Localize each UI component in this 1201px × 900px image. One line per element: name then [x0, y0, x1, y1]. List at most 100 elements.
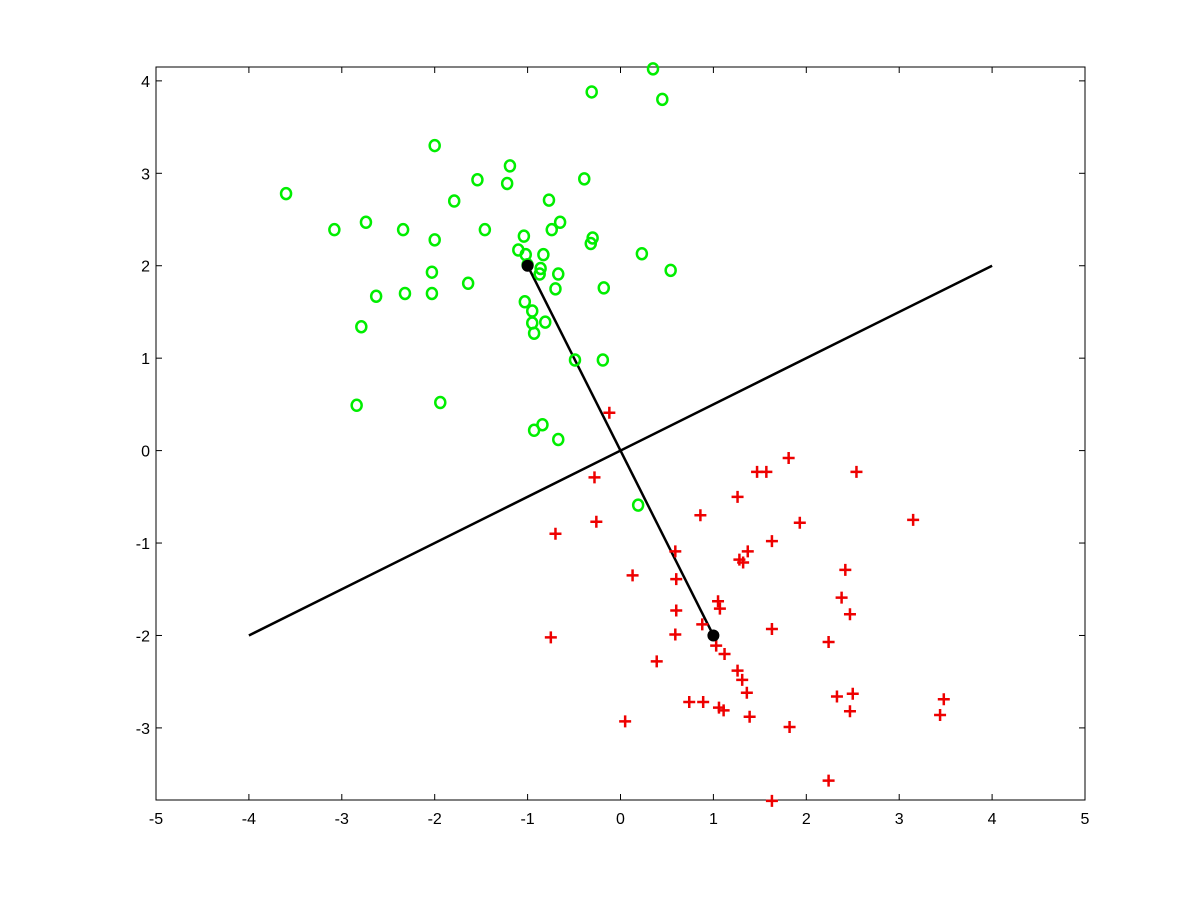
x-tick-label: -4 — [242, 811, 256, 828]
plus-point — [835, 591, 848, 604]
x-tick-label: 0 — [616, 811, 625, 828]
y-tick-label: -1 — [136, 536, 150, 553]
plus-point — [718, 647, 731, 660]
plus-point — [696, 618, 709, 631]
plus-point — [822, 774, 835, 787]
y-tick-label: 1 — [141, 351, 150, 368]
x-tick-label: 1 — [709, 811, 718, 828]
plus-point — [782, 451, 795, 464]
plus-point — [850, 465, 863, 478]
circle-point — [533, 267, 546, 281]
circle-point — [434, 395, 447, 410]
plus-point — [619, 715, 632, 728]
x-tick-label: -2 — [428, 811, 442, 828]
circle-point — [279, 186, 293, 201]
circle-point — [553, 215, 567, 230]
plus-point — [710, 639, 723, 652]
plus-point — [712, 595, 725, 608]
circle-point — [527, 423, 541, 438]
plus-point — [765, 794, 778, 807]
plus-point — [731, 490, 744, 503]
plus-point — [544, 631, 557, 644]
circle-point — [447, 194, 461, 208]
circle-point — [664, 263, 677, 278]
circle-point — [518, 295, 532, 309]
plus-point — [590, 515, 603, 528]
plus-point — [731, 664, 744, 677]
y-tick-label: 4 — [141, 74, 150, 91]
y-tick-label: -2 — [136, 628, 150, 645]
plus-point — [830, 690, 843, 703]
reference-line — [526, 265, 715, 637]
circle-point — [534, 261, 547, 276]
circle-point — [552, 432, 565, 447]
circle-point — [471, 173, 484, 187]
circle-point — [539, 315, 552, 329]
circle-point — [597, 281, 611, 295]
x-tick-label: 2 — [802, 811, 811, 828]
circle-point — [425, 286, 439, 301]
circle-point — [549, 282, 562, 296]
circle-point — [545, 222, 559, 237]
circle-point — [635, 246, 649, 261]
y-tick-label: 0 — [141, 444, 150, 461]
plus-point — [765, 535, 778, 548]
circle-point — [478, 222, 492, 237]
plus-point — [736, 673, 749, 686]
plus-point — [839, 563, 852, 576]
circle-point — [359, 215, 373, 230]
circle-point — [585, 85, 598, 99]
circle-point — [542, 193, 556, 207]
plus-point — [783, 720, 796, 733]
green-circle-series — [279, 62, 677, 512]
plus-point — [669, 545, 682, 558]
plus-point — [670, 573, 683, 586]
plus-point — [846, 687, 859, 700]
y-tick-label: 2 — [141, 259, 150, 276]
plus-point — [843, 608, 856, 621]
circle-point — [568, 353, 582, 367]
plus-point — [765, 622, 778, 635]
plus-point — [603, 406, 616, 419]
circle-point — [517, 229, 531, 243]
circle-point — [500, 176, 514, 191]
circle-point — [425, 265, 439, 279]
x-tick-label: 3 — [895, 811, 904, 828]
circle-point — [527, 326, 541, 340]
plus-point — [937, 693, 950, 706]
plus-point — [907, 513, 920, 526]
plus-point — [760, 465, 773, 478]
x-tick-label: 5 — [1081, 811, 1090, 828]
data-series — [279, 62, 950, 807]
red-plus-series — [544, 406, 950, 807]
circle-point — [369, 289, 383, 303]
x-tick-label: -3 — [335, 811, 349, 828]
circle-point — [398, 286, 412, 301]
circle-point — [646, 62, 660, 76]
circle-point — [596, 353, 610, 367]
plus-point — [694, 509, 707, 522]
circle-point — [428, 233, 441, 247]
plus-point — [743, 710, 756, 723]
plus-point — [793, 516, 806, 529]
x-tick-label: -5 — [149, 811, 163, 828]
plus-point — [588, 471, 601, 484]
circle-point — [578, 172, 591, 186]
x-tick-label: 4 — [988, 811, 997, 828]
highlight-point — [521, 259, 534, 272]
circle-point — [328, 222, 341, 237]
circle-point — [503, 159, 517, 173]
circle-point — [350, 398, 363, 413]
circle-point — [537, 247, 550, 262]
y-tick-label: -3 — [136, 721, 150, 738]
plus-point — [843, 705, 856, 718]
plus-point — [697, 696, 710, 709]
plus-point — [934, 708, 947, 721]
circle-point — [631, 498, 645, 512]
plus-point — [650, 655, 663, 668]
x-tick-label: -1 — [520, 811, 534, 828]
plus-point — [717, 704, 730, 717]
plus-point — [713, 602, 726, 615]
